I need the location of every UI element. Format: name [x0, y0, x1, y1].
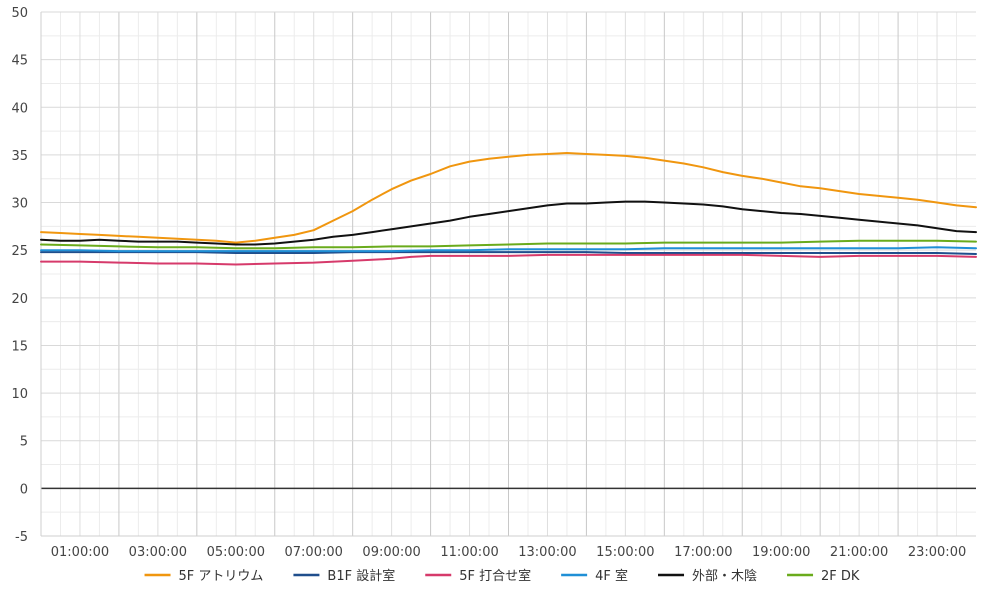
legend-item[interactable]: B1F 設計室	[293, 568, 395, 584]
legend-label: B1F 設計室	[327, 568, 395, 584]
y-tick-label: 30	[11, 197, 28, 212]
x-tick-label: 13:00:00	[518, 545, 576, 560]
y-tick-label: 50	[11, 6, 28, 21]
x-tick-label: 23:00:00	[908, 545, 966, 560]
legend-item[interactable]: 5F アトリウム	[144, 569, 264, 584]
y-tick-label: 0	[20, 482, 28, 497]
x-tick-label: 19:00:00	[752, 545, 810, 560]
series-lines	[40, 152, 977, 266]
grid	[41, 11, 976, 537]
legend-item[interactable]: 5F 打合せ室	[425, 568, 531, 584]
y-tick-label: 40	[11, 101, 28, 116]
series-line-1	[40, 152, 977, 244]
y-tick-label: 45	[11, 54, 28, 69]
x-tick-label: 03:00:00	[129, 545, 187, 560]
legend-item[interactable]: 4F 室	[561, 568, 628, 584]
series-line-3	[40, 253, 977, 266]
x-tick-label: 11:00:00	[440, 545, 498, 560]
x-tick-label: 01:00:00	[51, 545, 109, 560]
x-tick-label: 07:00:00	[285, 545, 343, 560]
legend-label: 2F DK	[821, 569, 860, 584]
x-tick-label: 05:00:00	[207, 545, 265, 560]
y-tick-label: 20	[11, 292, 28, 307]
x-tick-label: 17:00:00	[674, 545, 732, 560]
y-tick-label: 15	[11, 339, 28, 354]
legend-item[interactable]: 外部・木陰	[658, 569, 757, 584]
axes: -5 0 5 10 15 20 25 30 35 40 45 50 01:00:00 03:00:00 05…	[11, 6, 976, 560]
series-line-5	[40, 200, 977, 246]
legend-label: 5F アトリウム	[179, 569, 264, 584]
y-tick-label: 35	[11, 149, 28, 164]
legend: 5F アトリウム B1F 設計室 5F 打合せ室 4F 室 外部・木陰 2F DK	[144, 568, 860, 584]
legend-label: 5F 打合せ室	[459, 568, 531, 584]
legend-label: 4F 室	[595, 568, 628, 584]
x-tick-label: 21:00:00	[830, 545, 888, 560]
x-tick-label: 15:00:00	[596, 545, 654, 560]
legend-label: 外部・木陰	[692, 569, 757, 584]
y-tick-label: 10	[11, 387, 28, 402]
y-tick-label: -5	[15, 530, 28, 545]
y-tick-label: 25	[11, 244, 28, 259]
x-tick-label: 09:00:00	[362, 545, 420, 560]
legend-item[interactable]: 2F DK	[787, 569, 860, 584]
series-line-4	[40, 246, 977, 253]
series-line-6	[40, 239, 977, 250]
y-tick-label: 5	[20, 435, 28, 450]
